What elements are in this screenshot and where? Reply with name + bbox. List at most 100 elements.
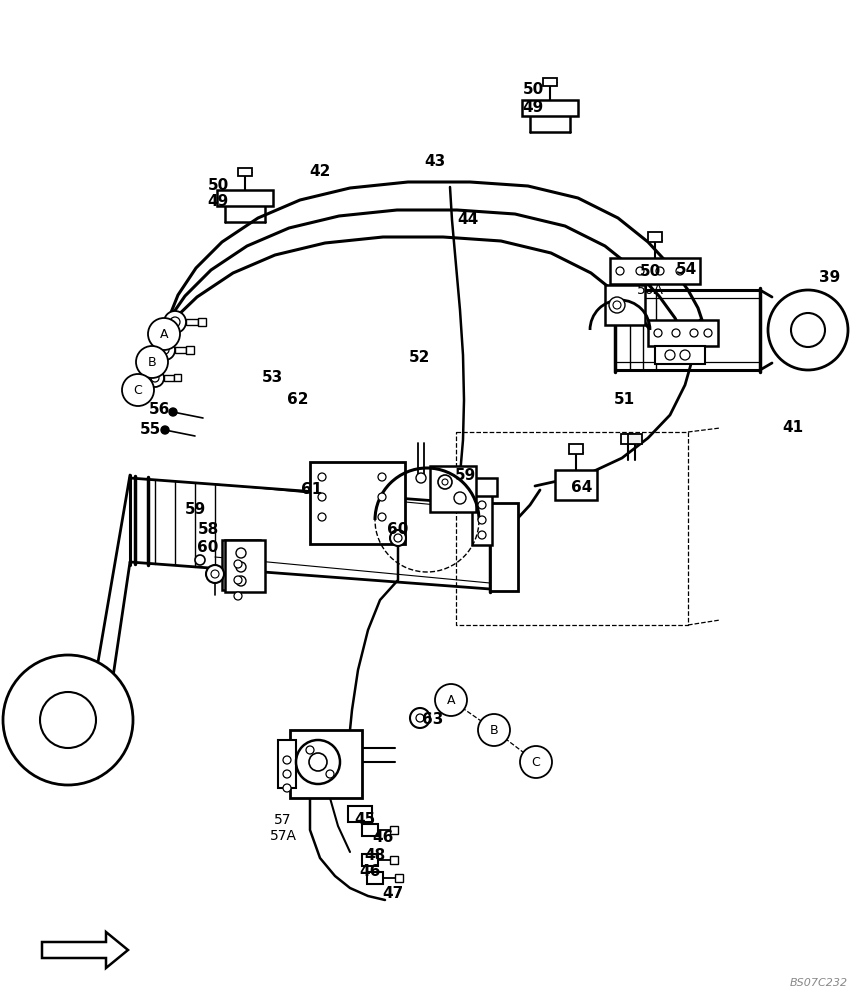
Circle shape bbox=[676, 267, 684, 275]
Circle shape bbox=[296, 740, 340, 784]
Circle shape bbox=[416, 473, 426, 483]
Circle shape bbox=[390, 530, 406, 546]
Text: 50: 50 bbox=[207, 178, 229, 192]
Circle shape bbox=[609, 297, 625, 313]
Bar bbox=[628, 434, 642, 444]
Circle shape bbox=[478, 516, 486, 524]
Circle shape bbox=[146, 369, 164, 387]
Circle shape bbox=[3, 655, 133, 785]
Circle shape bbox=[236, 576, 246, 586]
Text: 50: 50 bbox=[522, 83, 544, 98]
Bar bbox=[310, 462, 405, 544]
Polygon shape bbox=[42, 932, 128, 968]
Bar bbox=[278, 740, 296, 788]
Circle shape bbox=[665, 350, 675, 360]
Circle shape bbox=[680, 350, 690, 360]
Bar bbox=[367, 872, 383, 884]
Circle shape bbox=[283, 784, 291, 792]
Text: 39: 39 bbox=[820, 270, 840, 286]
Bar bbox=[348, 806, 372, 822]
Text: 46: 46 bbox=[359, 864, 381, 880]
Circle shape bbox=[283, 770, 291, 778]
Text: A: A bbox=[446, 694, 455, 706]
Circle shape bbox=[122, 374, 154, 406]
Bar bbox=[225, 540, 265, 592]
Circle shape bbox=[161, 426, 169, 434]
Bar bbox=[648, 232, 662, 242]
Bar bbox=[522, 100, 578, 116]
Circle shape bbox=[378, 493, 386, 501]
Circle shape bbox=[318, 493, 326, 501]
Circle shape bbox=[161, 346, 169, 354]
Text: 51: 51 bbox=[613, 392, 635, 408]
Text: 45: 45 bbox=[354, 812, 376, 828]
Bar bbox=[555, 470, 597, 500]
Circle shape bbox=[306, 746, 314, 754]
Text: C: C bbox=[531, 756, 540, 768]
Bar bbox=[290, 730, 362, 798]
Text: 43: 43 bbox=[424, 154, 445, 169]
Bar bbox=[467, 478, 497, 496]
Text: 56: 56 bbox=[150, 402, 170, 418]
Text: BS07C232: BS07C232 bbox=[789, 978, 848, 988]
Circle shape bbox=[656, 267, 664, 275]
Bar bbox=[543, 78, 557, 86]
Text: 49: 49 bbox=[522, 101, 544, 115]
Circle shape bbox=[616, 267, 624, 275]
Circle shape bbox=[378, 513, 386, 521]
Circle shape bbox=[206, 565, 224, 583]
Text: 60: 60 bbox=[197, 540, 218, 556]
Circle shape bbox=[478, 531, 486, 539]
Text: 59: 59 bbox=[454, 468, 476, 484]
Text: 64: 64 bbox=[571, 481, 593, 495]
Circle shape bbox=[148, 318, 180, 350]
Text: 61: 61 bbox=[301, 483, 322, 497]
Bar bbox=[610, 258, 700, 284]
Bar bbox=[395, 874, 403, 882]
Text: 48: 48 bbox=[365, 848, 385, 863]
Circle shape bbox=[211, 570, 219, 578]
Bar bbox=[569, 444, 583, 454]
Text: 47: 47 bbox=[383, 886, 403, 900]
Text: 52: 52 bbox=[409, 351, 431, 365]
Circle shape bbox=[438, 475, 452, 489]
Text: 54: 54 bbox=[675, 262, 697, 277]
Text: B: B bbox=[489, 724, 498, 736]
Circle shape bbox=[236, 548, 246, 558]
Bar bbox=[490, 503, 518, 591]
Text: B: B bbox=[148, 356, 157, 368]
Circle shape bbox=[416, 714, 424, 722]
Circle shape bbox=[478, 501, 486, 509]
Text: 46: 46 bbox=[372, 830, 394, 846]
Circle shape bbox=[654, 329, 662, 337]
Circle shape bbox=[318, 513, 326, 521]
Bar bbox=[390, 826, 398, 834]
Text: A: A bbox=[160, 328, 169, 340]
Circle shape bbox=[394, 534, 402, 542]
Circle shape bbox=[151, 374, 159, 382]
Bar bbox=[174, 374, 181, 381]
Circle shape bbox=[442, 479, 448, 485]
Text: 60: 60 bbox=[387, 522, 408, 538]
Circle shape bbox=[435, 684, 467, 716]
Text: 44: 44 bbox=[458, 213, 479, 228]
Bar bbox=[362, 854, 378, 866]
Text: C: C bbox=[133, 383, 143, 396]
Bar bbox=[164, 375, 174, 381]
Circle shape bbox=[236, 562, 246, 572]
Circle shape bbox=[478, 714, 510, 746]
Bar bbox=[621, 434, 635, 444]
Circle shape bbox=[378, 473, 386, 481]
Circle shape bbox=[234, 560, 242, 568]
Circle shape bbox=[791, 313, 825, 347]
Circle shape bbox=[309, 753, 327, 771]
Circle shape bbox=[164, 311, 186, 333]
Bar bbox=[472, 495, 492, 545]
Bar bbox=[648, 320, 718, 346]
Bar bbox=[186, 319, 198, 325]
Circle shape bbox=[170, 317, 180, 327]
Circle shape bbox=[768, 290, 848, 370]
Circle shape bbox=[283, 756, 291, 764]
Bar bbox=[655, 346, 705, 364]
Circle shape bbox=[136, 346, 168, 378]
